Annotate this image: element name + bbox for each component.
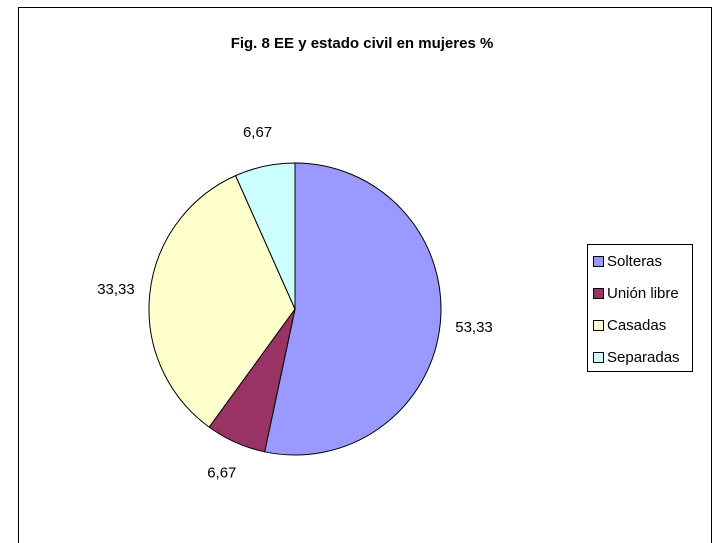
legend-swatch xyxy=(593,352,604,363)
data-label: 6,67 xyxy=(207,464,236,481)
legend-swatch xyxy=(593,288,604,299)
chart-title: Fig. 8 EE y estado civil en mujeres % xyxy=(231,35,494,52)
pie-slice xyxy=(234,162,296,310)
legend-swatch xyxy=(593,256,604,267)
legend-label: Casadas xyxy=(607,317,666,334)
legend-label: Separadas xyxy=(607,349,680,366)
legend-swatch xyxy=(593,320,604,331)
data-label: 33,33 xyxy=(97,281,135,298)
pie-slice xyxy=(148,174,296,428)
data-label: 6,67 xyxy=(243,124,272,141)
data-label: 53,33 xyxy=(455,319,493,336)
legend-label: Unión libre xyxy=(607,285,679,302)
legend-label: Solteras xyxy=(607,253,662,270)
legend-box xyxy=(587,244,693,372)
pie-slice xyxy=(264,162,442,456)
